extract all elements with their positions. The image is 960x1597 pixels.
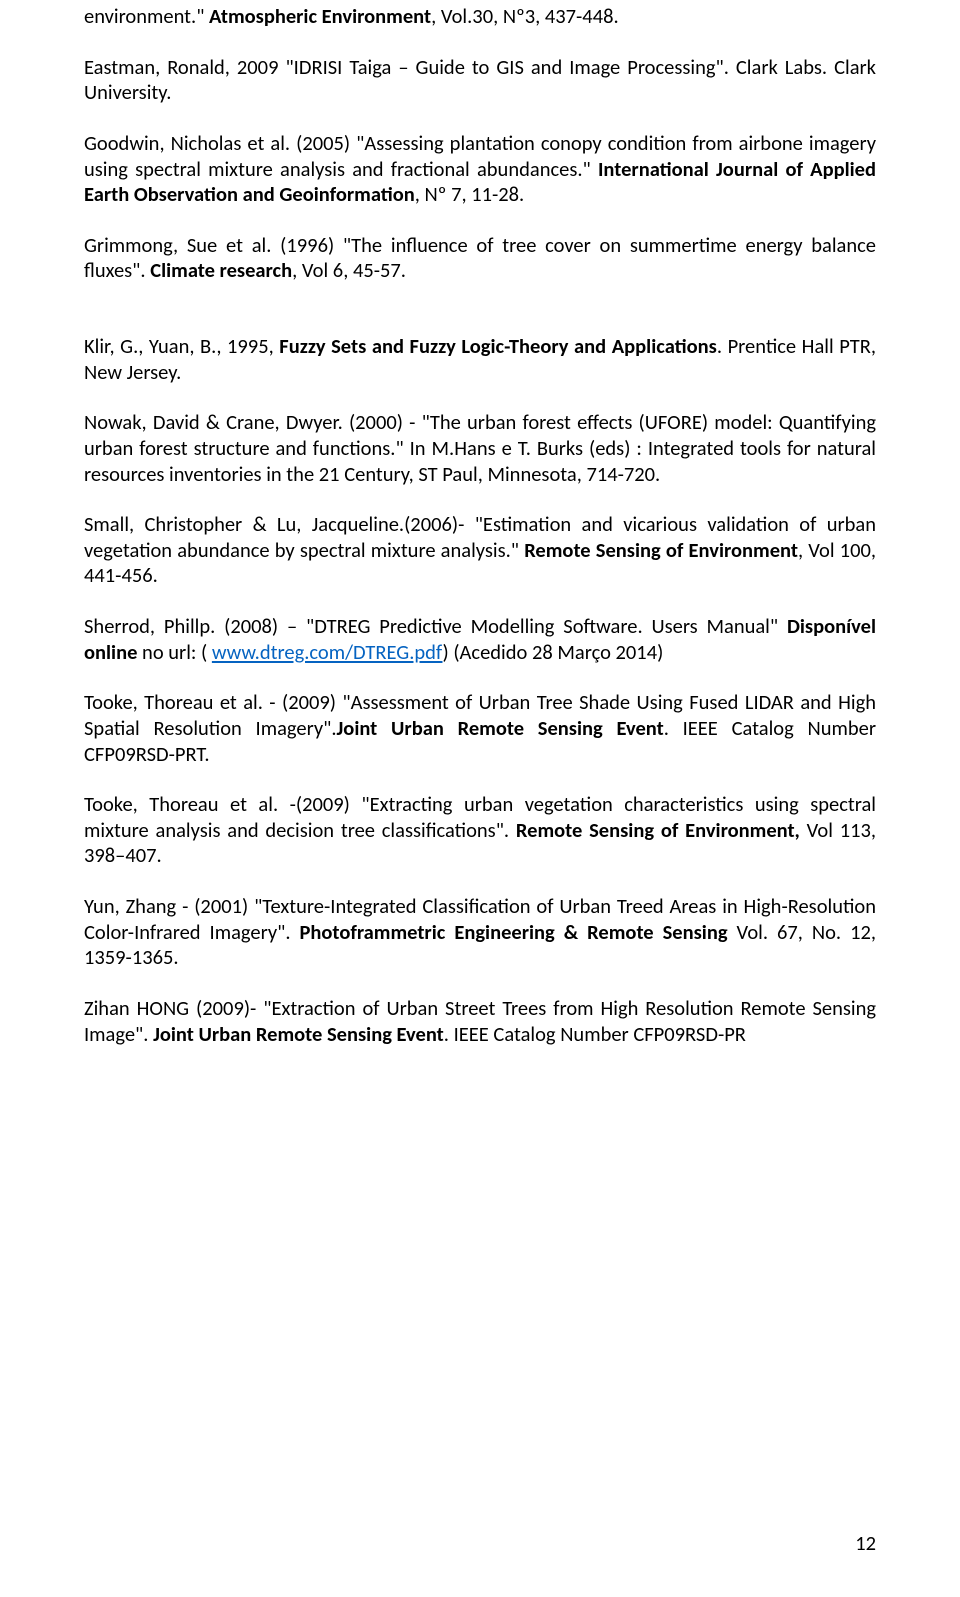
- reference-entry: Yun, Zhang - (2001) "Texture-Integrated …: [84, 894, 876, 971]
- ref-journal: Climate research: [150, 257, 292, 283]
- ref-text: ) (Acedido 28 Março 2014): [442, 639, 663, 665]
- ref-journal: Photoframmetric Engineering & Remote Sen…: [299, 919, 727, 945]
- ref-text: no url: (: [137, 639, 211, 665]
- reference-entry: Tooke, Thoreau et al. - (2009) "Assessme…: [84, 690, 876, 767]
- reference-entry: Tooke, Thoreau et al. -(2009) "Extractin…: [84, 792, 876, 869]
- ref-text: . IEEE Catalog Number CFP09RSD-PR: [444, 1021, 746, 1047]
- ref-text: , Nº 7, 11-28.: [415, 181, 524, 207]
- ref-journal: Joint Urban Remote Sensing Event: [337, 715, 664, 741]
- ref-journal: Atmospheric Environment: [209, 3, 431, 29]
- ref-text: Eastman, Ronald, 2009 "IDRISI Taiga – Gu…: [84, 54, 876, 106]
- ref-journal: Joint Urban Remote Sensing Event: [153, 1021, 444, 1047]
- document-page: environment." Atmospheric Environment, V…: [0, 0, 960, 1047]
- reference-entry: environment." Atmospheric Environment, V…: [84, 4, 876, 30]
- reference-entry: Goodwin, Nicholas et al. (2005) "Assessi…: [84, 131, 876, 208]
- ref-text: , Vol 6, 45-57.: [292, 257, 406, 283]
- reference-entry: Zihan HONG (2009)- "Extraction of Urban …: [84, 996, 876, 1047]
- ref-text: Nowak, David & Crane, Dwyer. (2000) - "T…: [84, 409, 876, 486]
- ref-text: Sherrod, Phillp. (2008) – "DTREG Predict…: [84, 613, 787, 639]
- ref-text: Klir, G., Yuan, B., 1995,: [84, 333, 279, 359]
- url-link[interactable]: www.dtreg.com/DTREG.pdf: [212, 639, 443, 665]
- reference-entry: Sherrod, Phillp. (2008) – "DTREG Predict…: [84, 614, 876, 665]
- ref-text: , Vol.30, Nº3, 437-448.: [431, 3, 619, 29]
- reference-entry: Nowak, David & Crane, Dwyer. (2000) - "T…: [84, 410, 876, 487]
- ref-journal: Remote Sensing of Environment,: [516, 817, 800, 843]
- ref-journal: Remote Sensing of Environment: [524, 537, 798, 563]
- ref-text: environment.": [84, 3, 209, 29]
- reference-entry: Grimmong, Sue et al. (1996) "The influen…: [84, 233, 876, 284]
- ref-title: Fuzzy Sets and Fuzzy Logic-Theory and Ap…: [279, 333, 717, 359]
- reference-entry: Klir, G., Yuan, B., 1995, Fuzzy Sets and…: [84, 334, 876, 385]
- reference-entry: Eastman, Ronald, 2009 "IDRISI Taiga – Gu…: [84, 55, 876, 106]
- reference-entry: Small, Christopher & Lu, Jacqueline.(200…: [84, 512, 876, 589]
- page-number: 12: [855, 1531, 876, 1557]
